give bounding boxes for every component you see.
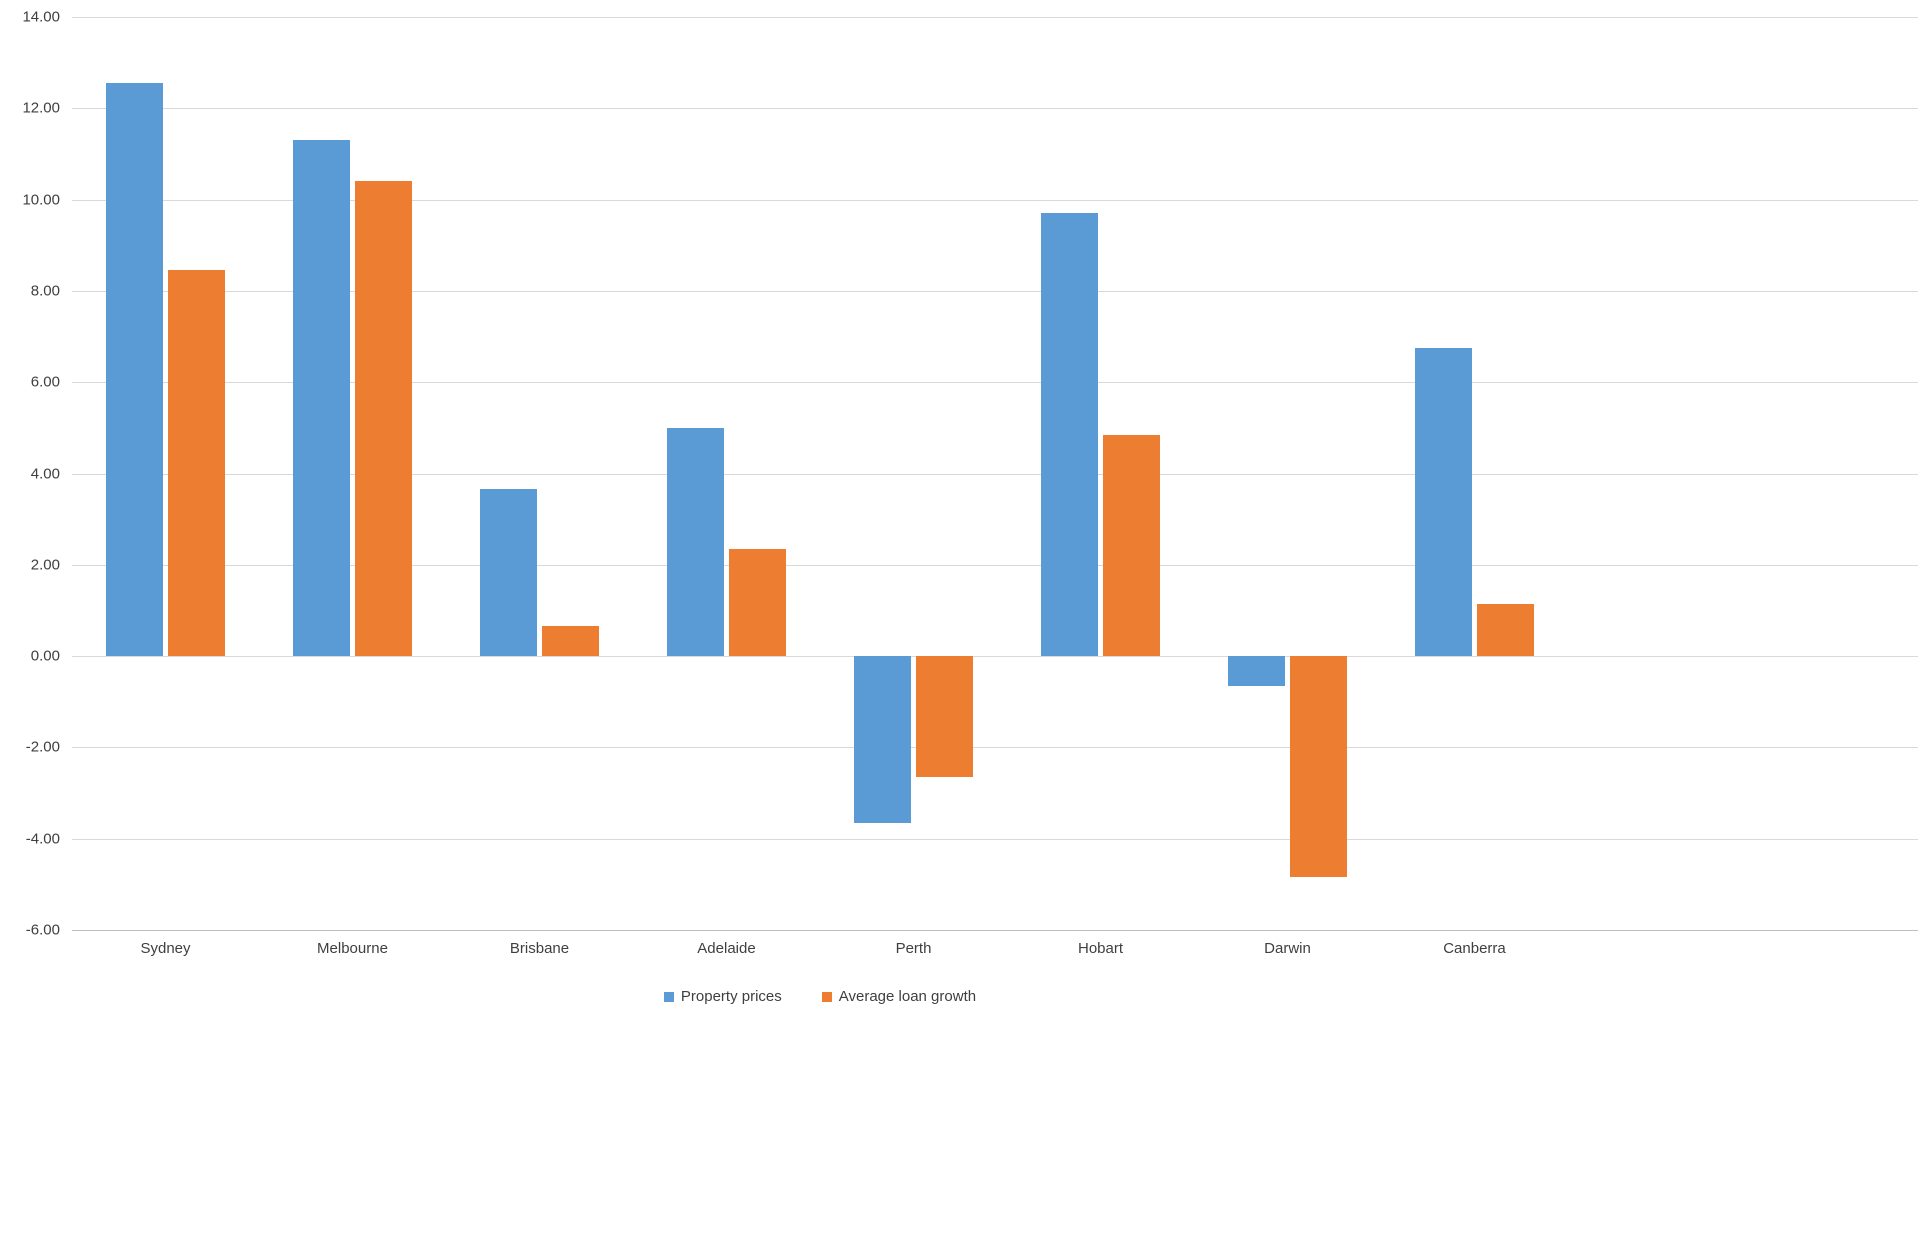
y-axis-tick-label: 0.00 xyxy=(30,647,60,665)
gridline xyxy=(72,564,1918,566)
x-axis-label: Sydney xyxy=(140,940,191,957)
gridline xyxy=(72,930,1918,931)
gridline xyxy=(72,473,1918,475)
x-axis-label: Melbourne xyxy=(317,940,388,957)
y-axis-tick-label: 8.00 xyxy=(30,282,60,300)
legend-swatch-icon xyxy=(821,991,832,1002)
bar xyxy=(1228,656,1285,686)
legend-label: Property prices xyxy=(680,988,782,1005)
y-axis-tick-label: 4.00 xyxy=(30,465,60,482)
bar xyxy=(293,140,350,657)
gridline xyxy=(72,382,1918,384)
gridline xyxy=(72,290,1918,292)
y-axis-tick-label: 6.00 xyxy=(30,373,60,391)
bar xyxy=(667,427,724,657)
y-axis-tick-label: 12.00 xyxy=(22,99,60,117)
legend-item: Property prices xyxy=(663,988,782,1005)
bar xyxy=(916,656,973,778)
bar-groups xyxy=(72,17,1568,930)
x-axis-label: Canberra xyxy=(1443,940,1506,957)
y-axis-tick-label: -4.00 xyxy=(25,830,60,848)
bar xyxy=(542,626,599,657)
x-axis-label: Adelaide xyxy=(697,940,756,957)
gridline xyxy=(72,17,1918,18)
y-axis-tick-label: -6.00 xyxy=(25,921,60,939)
y-axis-tick-label: 10.00 xyxy=(22,191,60,209)
plot-area xyxy=(72,17,1918,931)
x-axis-label: Brisbane xyxy=(509,940,570,957)
bar-group xyxy=(446,17,633,930)
bar xyxy=(1415,347,1472,657)
bar-group xyxy=(72,17,259,930)
bar xyxy=(168,270,225,657)
gridline xyxy=(72,747,1918,749)
x-axis-label: Darwin xyxy=(1264,940,1311,957)
gridline xyxy=(72,199,1918,201)
bar xyxy=(480,489,537,657)
bar xyxy=(1290,656,1347,878)
bar-group xyxy=(259,17,446,930)
bar xyxy=(1477,603,1534,657)
bar-group xyxy=(1381,17,1568,930)
y-axis-tick-label: 14.00 xyxy=(22,8,60,26)
bar-group xyxy=(1007,17,1194,930)
bar xyxy=(729,548,786,657)
legend: Property prices Average loan growth xyxy=(72,988,1568,1005)
y-axis-tick-label: -2.00 xyxy=(25,738,60,756)
x-axis-label: Hobart xyxy=(1077,940,1124,957)
bar xyxy=(1041,213,1098,657)
bar xyxy=(1103,434,1160,657)
x-axis-label: Perth xyxy=(895,940,932,957)
legend-label: Average loan growth xyxy=(838,988,977,1005)
x-axis: Sydney Melbourne Brisbane Adelaide Perth Hoba… xyxy=(72,940,1568,957)
y-axis: 14.00 12.00 10.00 8.00 6.00 4.00 2.00 0.00 -2.00… xyxy=(6,9,60,939)
bar-group xyxy=(633,17,820,930)
legend-item: Average loan growth xyxy=(821,988,977,1005)
legend-swatch-icon xyxy=(663,991,674,1002)
gridline xyxy=(72,108,1918,110)
bar xyxy=(106,83,163,657)
bar-group xyxy=(820,17,1007,930)
bar-group xyxy=(1194,17,1381,930)
gridline xyxy=(72,838,1918,840)
y-axis-tick-label: 2.00 xyxy=(30,556,60,574)
gridline xyxy=(72,656,1918,658)
bar xyxy=(355,181,412,657)
bar xyxy=(854,656,911,823)
